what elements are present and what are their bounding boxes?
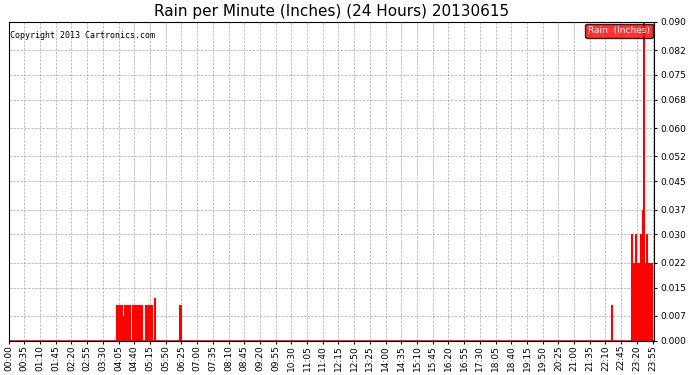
Text: Copyright 2013 Cartronics.com: Copyright 2013 Cartronics.com [10,31,155,40]
Legend: Rain  (Inches): Rain (Inches) [585,24,653,38]
Title: Rain per Minute (Inches) (24 Hours) 20130615: Rain per Minute (Inches) (24 Hours) 2013… [154,4,509,19]
